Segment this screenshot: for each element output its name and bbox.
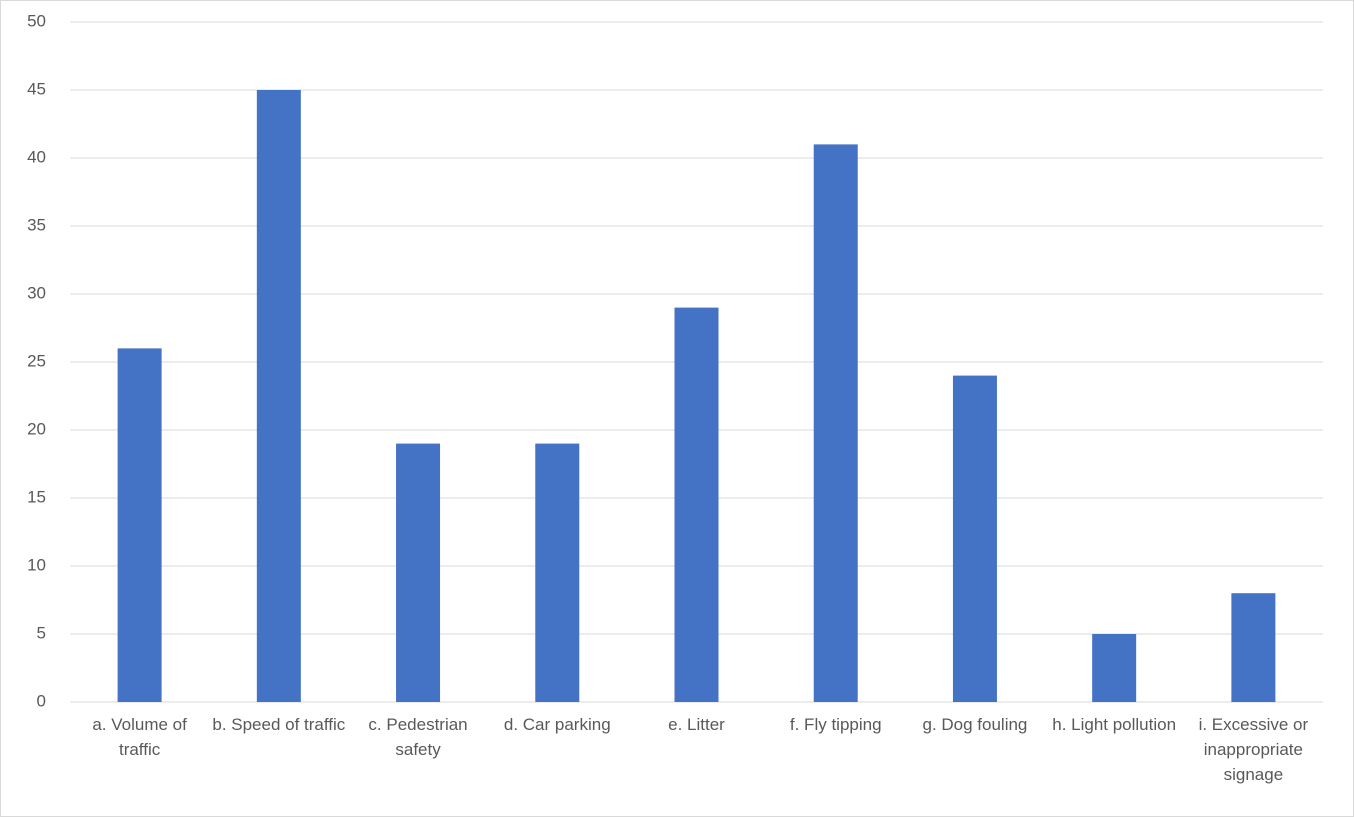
x-tick-label: b. Speed of traffic (212, 715, 346, 734)
bar (117, 348, 162, 702)
x-tick-label: h. Light pollution (1052, 715, 1177, 734)
y-tick-label: 35 (27, 215, 46, 234)
y-tick-label: 10 (27, 555, 46, 574)
x-tick-label-box: c. Pedestrian safety (368, 715, 468, 759)
x-tick-label-box: d. Car parking (503, 715, 611, 734)
bar (674, 307, 719, 702)
y-tick-label: 45 (27, 79, 46, 98)
x-tick-label-box: f. Fly tipping (789, 715, 882, 734)
x-tick-label: f. Fly tipping (789, 715, 882, 734)
x-tick-label: e. Litter (668, 715, 725, 734)
y-tick-label: 30 (27, 283, 46, 302)
x-tick-label: d. Car parking (503, 715, 611, 734)
bar (1231, 593, 1276, 702)
bar (1092, 634, 1137, 702)
x-tick-label-box: b. Speed of traffic (212, 715, 346, 734)
bar (952, 375, 997, 702)
y-tick-label: 40 (27, 147, 46, 166)
x-tick-label-box: g. Dog fouling (922, 715, 1028, 734)
bar (813, 144, 858, 702)
x-tick-label-box: a. Volume of traffic (92, 715, 187, 759)
x-tick-label-box: e. Litter (668, 715, 725, 734)
y-tick-label: 25 (27, 351, 46, 370)
x-tick-label: g. Dog fouling (922, 715, 1028, 734)
y-tick-label: 50 (27, 11, 46, 30)
y-tick-label: 0 (37, 691, 46, 710)
bar (256, 90, 301, 702)
bar (396, 443, 441, 702)
x-tick-label: a. Volume of traffic (92, 715, 187, 759)
x-tick-label-box: h. Light pollution (1052, 715, 1177, 734)
y-tick-label: 5 (37, 623, 46, 642)
x-tick-label: i. Excessive or inappropriate signage (1198, 715, 1309, 784)
x-tick-label-box: i. Excessive or inappropriate signage (1198, 715, 1309, 784)
y-tick-label: 20 (27, 419, 46, 438)
x-tick-label: c. Pedestrian safety (368, 715, 468, 759)
y-tick-label: 15 (27, 487, 46, 506)
bar (535, 443, 580, 702)
